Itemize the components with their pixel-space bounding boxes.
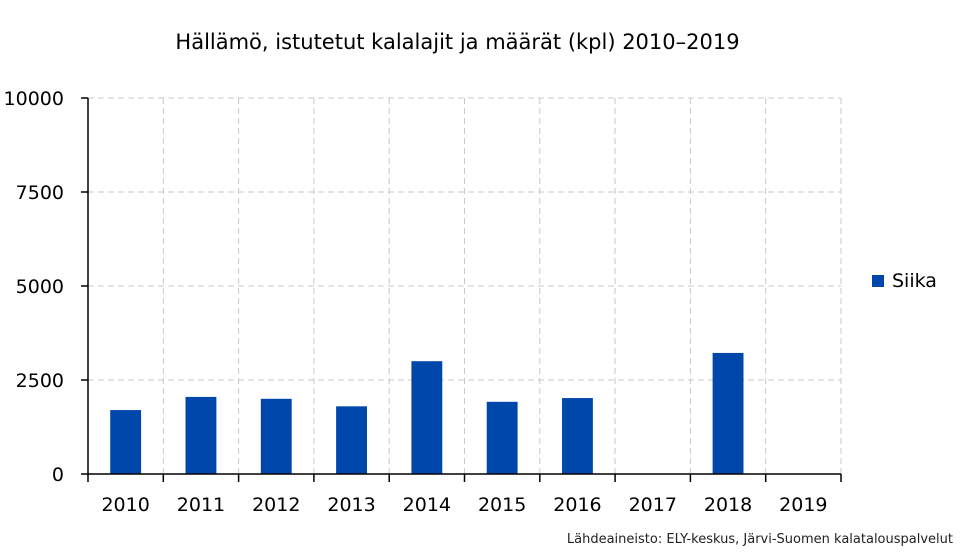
y-tick-label: 10000 [4,88,64,110]
x-tick-label: 2018 [704,494,752,516]
labels-layer: 0 2500 5000 7500 10000 2010 2011 2012 2013 2014 20… [4,88,828,516]
x-tick-label: 2012 [252,494,300,516]
bar-2013 [336,406,367,474]
x-tick-label: 2014 [403,494,451,516]
y-tick-label: 5000 [16,276,64,298]
grid-layer [88,97,842,474]
bar-2018 [712,352,744,474]
bar-2015 [486,401,518,474]
x-tick-label: 2011 [177,494,225,516]
bar-2012 [260,398,292,474]
y-tick-label: 0 [52,464,64,486]
legend: Siika [872,270,937,292]
bar-2010 [110,410,142,474]
x-tick-label: 2017 [629,494,677,516]
y-tick-label: 2500 [16,370,64,392]
bar-2014 [411,361,443,474]
bar-2011 [185,396,217,474]
legend-label-siika: Siika [892,270,937,292]
x-tick-label: 2010 [101,494,149,516]
x-tick-label: 2016 [553,494,601,516]
chart-title: Hällämö, istutetut kalalajit ja määrät (… [175,30,740,54]
axes-layer [81,97,842,482]
source-note: Lähdeaineisto: ELY-keskus, Järvi-Suomen … [566,532,953,547]
y-tick-label: 7500 [16,182,64,204]
x-tick-label: 2013 [327,494,375,516]
bar-2016 [562,398,593,474]
x-tick-label: 2015 [478,494,526,516]
bars-layer [110,352,744,474]
legend-swatch-siika [872,275,884,287]
x-tick-label: 2019 [779,494,827,516]
